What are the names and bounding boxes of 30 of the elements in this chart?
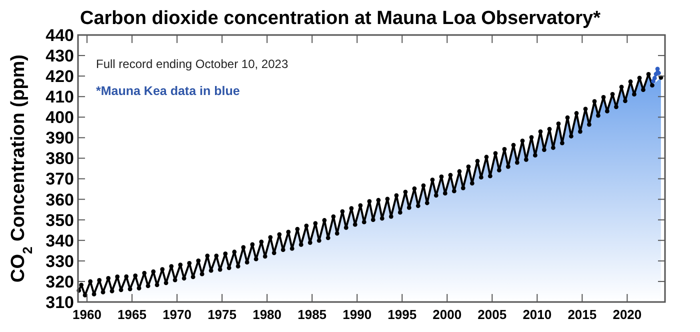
x-tick-label: 1965	[118, 307, 146, 322]
y-tick-label: 320	[46, 272, 74, 292]
x-tick-label: 2000	[432, 307, 462, 322]
y-tick-label: 370	[46, 170, 74, 189]
y-tick-label: 420	[46, 67, 74, 86]
annotation: *Mauna Kea data in blue	[96, 84, 240, 98]
x-tick-label: 1960	[72, 307, 102, 322]
x-tick-label: 1990	[342, 307, 372, 322]
y-tick-label: 380	[46, 149, 74, 168]
x-tick-label: 1980	[252, 307, 282, 322]
x-tick-label: 2005	[478, 307, 507, 322]
y-tick-label: 360	[46, 190, 74, 210]
chart-title: Carbon dioxide concentration at Mauna Loa Observatory*	[80, 8, 602, 29]
y-tick-label: 430	[46, 46, 74, 66]
x-tick-label: 1985	[298, 307, 327, 322]
y-tick-label: 440	[46, 26, 74, 45]
y-tick-label: 330	[46, 252, 74, 271]
y-tick-label: 350	[46, 210, 74, 230]
x-tick-label: 1995	[388, 307, 417, 322]
annotation: Full record ending October 10, 2023	[96, 57, 288, 71]
x-tick-label: 1970	[162, 307, 192, 322]
y-tick-label: 390	[46, 128, 74, 148]
y-tick-label: 340	[46, 231, 74, 250]
y-tick-label: 410	[46, 88, 74, 107]
y-tick-label: 310	[46, 292, 74, 312]
x-tick-label: 2020	[612, 307, 642, 322]
y-tick-label: 400	[46, 108, 74, 128]
x-tick-label: 1975	[208, 307, 237, 322]
x-tick-label: 2010	[522, 307, 552, 322]
x-tick-label: 2015	[568, 307, 597, 322]
